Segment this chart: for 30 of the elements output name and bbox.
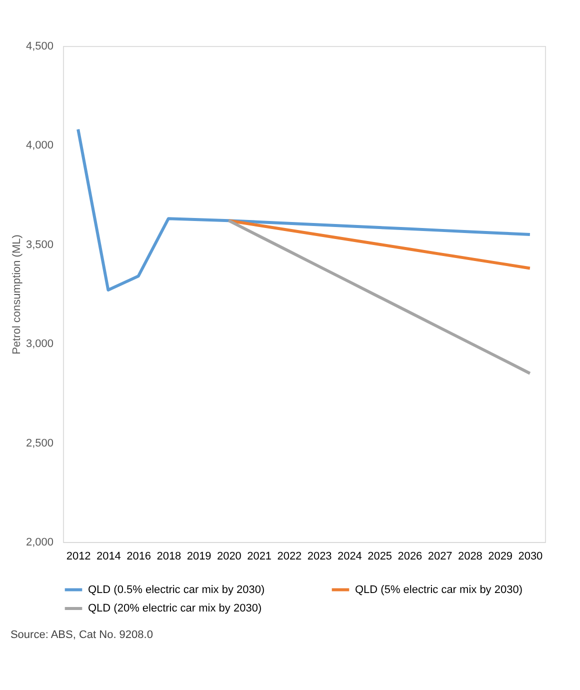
y-axis-title: Petrol consumption (ML) xyxy=(10,234,23,354)
x-tick-label: 2028 xyxy=(458,550,482,562)
x-tick-label: 2022 xyxy=(277,550,302,562)
source-note: Source: ABS, Cat No. 9208.0 xyxy=(10,629,153,641)
y-tick-label: 3,000 xyxy=(26,338,54,350)
line-series xyxy=(76,128,532,292)
x-tick-label: 2027 xyxy=(428,550,452,562)
y-tick-label: 2,000 xyxy=(26,536,54,548)
line-series xyxy=(227,219,532,375)
y-tick-label: 4,000 xyxy=(26,140,54,152)
x-tick-label: 2026 xyxy=(398,550,422,562)
line-series xyxy=(227,219,532,270)
x-tick-label: 2012 xyxy=(66,550,91,562)
y-tick-label: 4,500 xyxy=(26,40,54,52)
y-tick-label: 3,500 xyxy=(26,238,54,251)
x-tick-label: 2014 xyxy=(96,550,121,562)
x-tick-label: 2025 xyxy=(368,550,392,562)
x-tick-label: 2023 xyxy=(307,550,332,562)
x-tick-label: 2016 xyxy=(126,550,152,562)
legend-label: QLD (20% electric car mix by 2030) xyxy=(88,602,262,614)
x-tick-label: 2021 xyxy=(247,550,272,562)
x-tick-label: 2018 xyxy=(156,550,182,562)
x-tick-label: 2020 xyxy=(216,550,242,562)
x-tick-label: 2019 xyxy=(186,550,212,562)
legend-label: QLD (5% electric car mix by 2030) xyxy=(355,584,522,596)
x-tick-label: 2024 xyxy=(337,550,362,562)
x-tick-label: 2030 xyxy=(518,550,543,562)
legend-label: QLD (0.5% electric car mix by 2030) xyxy=(88,584,265,596)
y-tick-label: 2,500 xyxy=(26,437,54,450)
x-tick-label: 2029 xyxy=(488,550,513,562)
